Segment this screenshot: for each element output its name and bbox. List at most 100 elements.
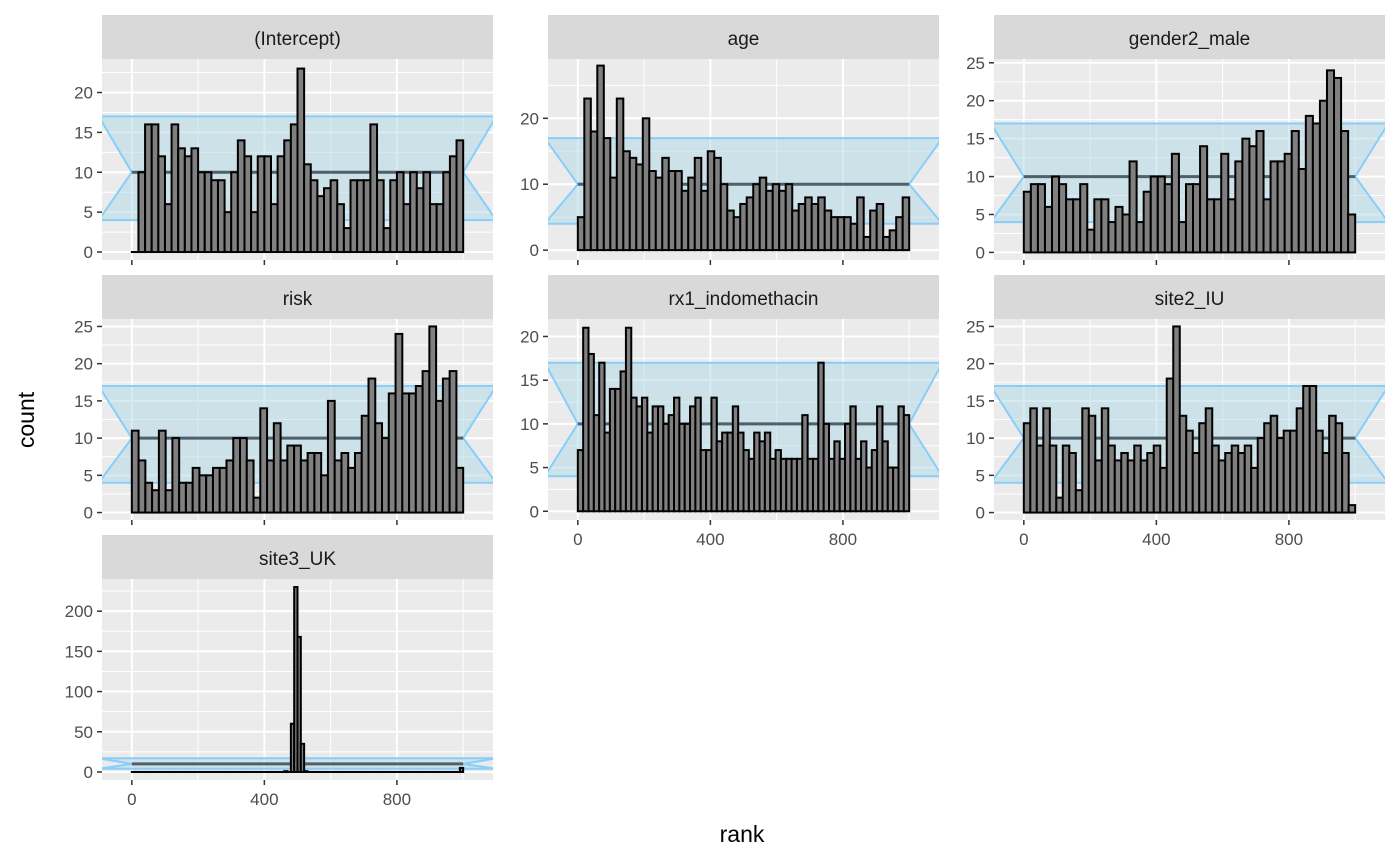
- bar: [901, 196, 911, 252]
- bar: [441, 377, 451, 514]
- y-tick-label: 10: [966, 168, 985, 187]
- bar: [1100, 198, 1110, 254]
- bar: [239, 437, 248, 514]
- bar: [376, 179, 385, 254]
- y-tick-label: 50: [74, 723, 93, 742]
- bar: [1347, 504, 1357, 514]
- bars-group: [1022, 325, 1357, 514]
- bar: [1227, 198, 1237, 254]
- bar: [320, 474, 329, 514]
- y-tick-label: 10: [520, 415, 539, 434]
- facet-intercept: (Intercept) 0 5 10 15 20: [74, 15, 493, 265]
- bar: [1276, 160, 1286, 254]
- bar: [333, 459, 343, 514]
- bar: [1262, 198, 1272, 254]
- y-tick-label: 5: [530, 459, 539, 478]
- y-axis-title: count: [13, 391, 39, 448]
- bar: [455, 139, 465, 254]
- y-tick-label: 5: [84, 203, 93, 222]
- bar: [1107, 221, 1117, 254]
- x-tick-label: 800: [1275, 530, 1303, 549]
- bar: [347, 466, 356, 514]
- bar: [1325, 69, 1336, 254]
- bar: [1058, 183, 1068, 254]
- bar: [1121, 213, 1131, 254]
- y-tick-label: 15: [74, 123, 93, 142]
- bar: [353, 452, 363, 514]
- bar: [1114, 205, 1124, 254]
- bar: [1029, 183, 1039, 254]
- bar: [340, 452, 350, 514]
- bar: [421, 370, 431, 514]
- y-tick-label: 0: [976, 243, 985, 262]
- bar: [367, 377, 377, 514]
- bars-group: [130, 586, 465, 773]
- bar: [137, 459, 147, 514]
- bar: [245, 459, 255, 514]
- bar: [1177, 221, 1187, 254]
- y-tick-label: 0: [530, 502, 539, 521]
- bar: [1072, 198, 1082, 254]
- facet-strip-label: rx1_indomethacin: [669, 289, 819, 310]
- y-tick-label: 150: [65, 642, 93, 661]
- x-tick-label: 400: [1142, 530, 1170, 549]
- bar: [428, 325, 438, 514]
- bar: [1318, 99, 1328, 254]
- y-tick-label: 20: [74, 84, 93, 103]
- bar: [252, 496, 262, 514]
- y-tick-label: 10: [520, 175, 539, 194]
- bar: [1065, 198, 1075, 254]
- bar: [1340, 130, 1350, 254]
- bar: [401, 392, 411, 514]
- bars-group: [576, 326, 911, 513]
- y-tick-label: 0: [84, 504, 93, 523]
- bar: [414, 385, 424, 514]
- y-tick-label: 200: [65, 602, 93, 621]
- bar: [293, 444, 302, 514]
- facet-strip-label: site2_IU: [1155, 289, 1225, 310]
- bar: [1184, 183, 1195, 254]
- bar: [306, 452, 316, 514]
- bar: [902, 414, 911, 513]
- bar: [387, 392, 397, 514]
- bar: [435, 399, 444, 514]
- y-tick-label: 20: [520, 327, 539, 346]
- bar: [1022, 190, 1032, 254]
- y-tick-label: 25: [966, 317, 985, 336]
- y-tick-label: 20: [966, 355, 985, 374]
- y-tick-label: 5: [84, 466, 93, 485]
- bar: [448, 370, 458, 514]
- bar: [151, 489, 160, 514]
- bar: [394, 332, 404, 514]
- y-tick-label: 10: [74, 163, 93, 182]
- bar: [856, 196, 865, 252]
- bar: [1149, 175, 1159, 254]
- x-tick-label: 0: [1019, 530, 1028, 549]
- bar: [1051, 175, 1061, 254]
- y-tick-label: 15: [74, 392, 93, 411]
- bar: [296, 67, 306, 254]
- bar: [1220, 152, 1230, 254]
- bar: [381, 437, 390, 514]
- bar: [1036, 183, 1046, 254]
- bar: [1192, 183, 1202, 254]
- bar: [1142, 190, 1152, 254]
- facet-site3-uk: site3_UK 0 50 100 150 200 0 400 800: [65, 535, 493, 809]
- y-tick-label: 0: [84, 763, 93, 782]
- bar: [1086, 228, 1096, 254]
- bar: [232, 437, 242, 514]
- x-tick-label: 400: [250, 790, 278, 809]
- bar: [1043, 205, 1054, 254]
- y-tick-label: 15: [966, 392, 985, 411]
- bar: [1135, 221, 1145, 254]
- facet-site2-iu: site2_IU 0 5 10 15 20 25 0 400 800: [966, 275, 1385, 549]
- y-tick-label: 100: [65, 683, 93, 702]
- y-tick-label: 10: [966, 429, 985, 448]
- facet-age: age 0 10 20: [520, 15, 939, 265]
- bar: [313, 452, 323, 514]
- facet-strip-label: site3_UK: [259, 549, 336, 570]
- y-tick-label: 0: [976, 504, 985, 523]
- bar: [1213, 198, 1223, 254]
- bar: [1048, 444, 1058, 514]
- y-tick-label: 15: [520, 371, 539, 390]
